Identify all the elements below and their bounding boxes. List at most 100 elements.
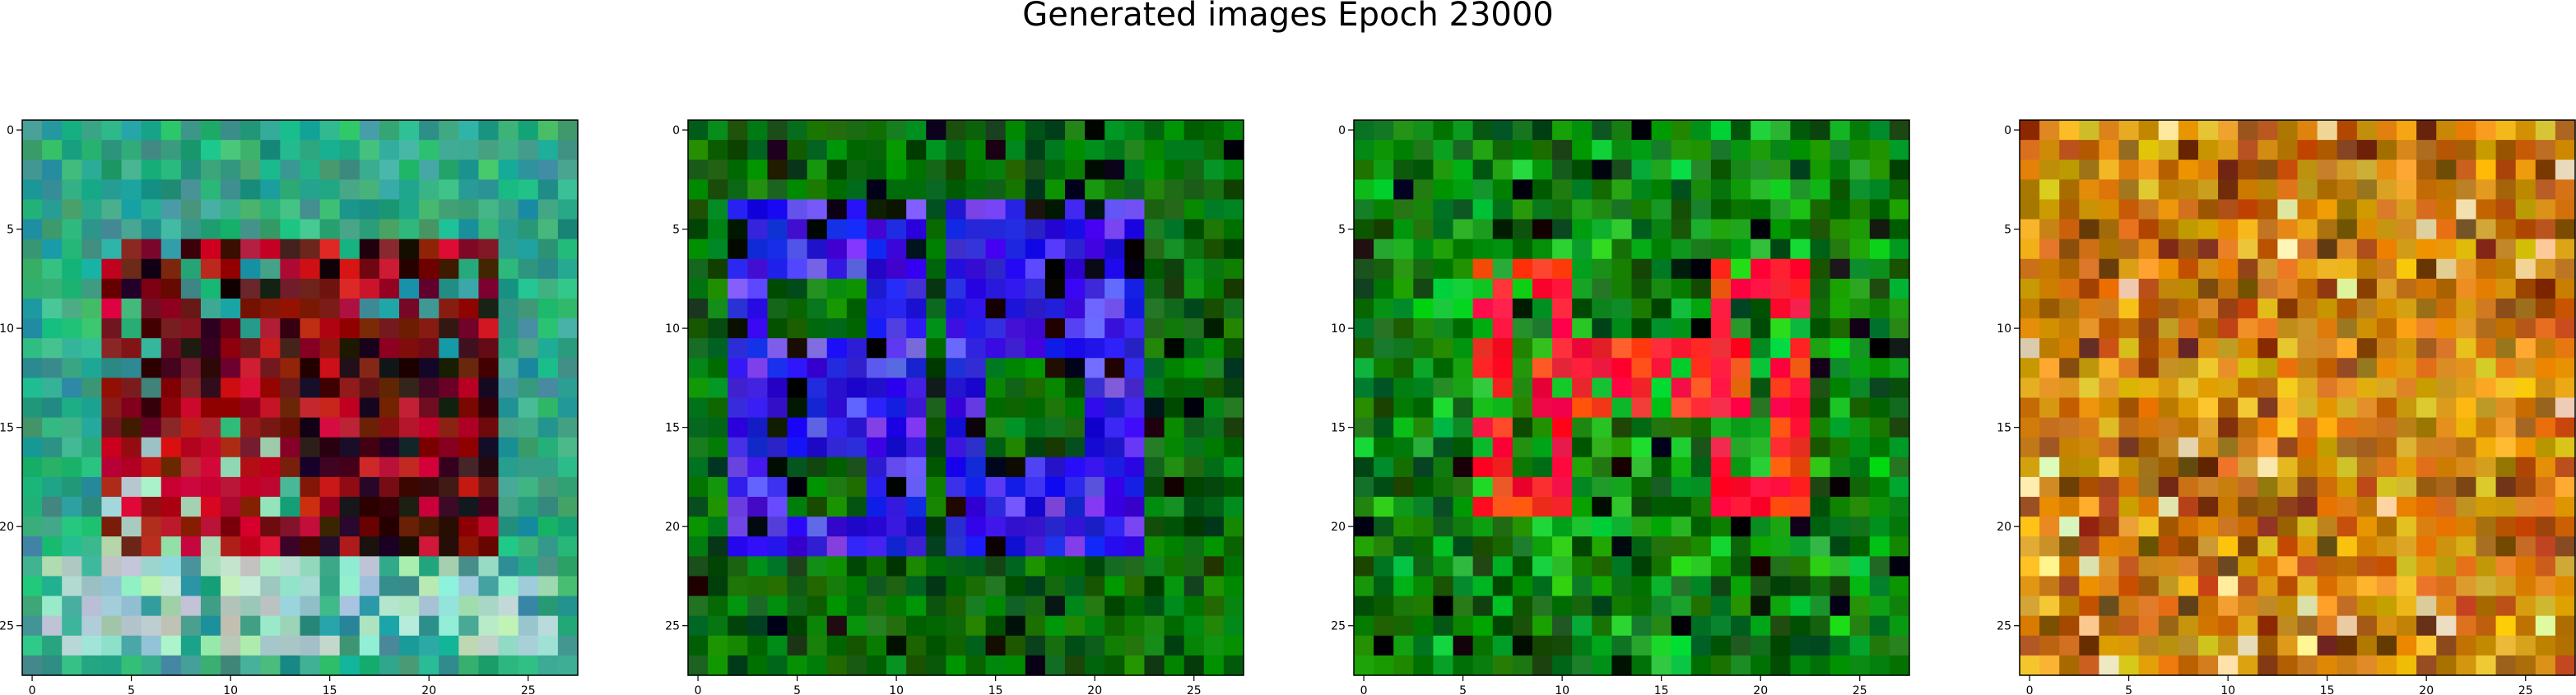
pixel-cell [2238,298,2258,319]
pixel-cell [1065,615,1086,637]
pixel-cell [1751,556,1771,577]
pixel-cell [985,417,1007,438]
pixel-cell [1710,556,1732,577]
pixel-cell [439,358,459,378]
pixel-cell [2099,437,2120,458]
pixel-cell [2555,219,2576,240]
pixel-cell [747,199,769,220]
pixel-cell [807,615,828,637]
pixel-cell [807,595,828,617]
pixel-cell [1413,338,1434,359]
pixel-cell [2079,239,2100,260]
pixel-cell [2397,635,2417,656]
pixel-cell [379,615,400,637]
pixel-cell [2118,635,2140,656]
pixel-cell [1770,140,1791,160]
pixel-cell [1144,298,1165,319]
pixel-cell [81,219,103,240]
pixel-cell [2416,635,2437,656]
pixel-cell [2138,497,2160,517]
pixel-cell [160,318,182,339]
pixel-cell [1453,497,1474,517]
pixel-cell [926,219,946,240]
pixel-cell [1552,199,1573,220]
pixel-cell [2476,160,2497,180]
pixel-cell [946,476,967,498]
pixel-cell [846,576,867,597]
pixel-cell [2436,199,2457,220]
pixel-cell [42,179,63,201]
pixel-cell [439,199,459,220]
pixel-cell [160,120,182,141]
pixel-cell [2317,258,2338,280]
pixel-cell [2218,140,2239,160]
pixel-cell [2039,417,2060,438]
x-tick-label: 25 [1853,684,1867,695]
pixel-cell [537,179,559,201]
pixel-cell [557,576,579,597]
pixel-cell [1393,338,1414,359]
pixel-cell [1751,378,1771,399]
pixel-cell [1552,556,1573,577]
pixel-cell [121,476,142,498]
pixel-cell [81,258,103,280]
pixel-cell [1124,655,1146,676]
pixel-cell [280,358,301,378]
pixel-cell [42,160,63,180]
pixel-cell [2535,298,2556,319]
y-tick-label: 10 [1331,322,1346,336]
pixel-cell [379,239,400,260]
pixel-cell [260,615,281,637]
pixel-cell [2257,476,2278,498]
pixel-cell [1770,417,1791,438]
pixel-cell [121,219,142,240]
pixel-cell [2277,417,2299,438]
pixel-cell [1810,219,1831,240]
pixel-cell [2257,318,2278,339]
pixel-cell [1433,318,1454,339]
pixel-cell [2039,318,2060,339]
pixel-cell [557,497,579,517]
pixel-cell [1044,536,1066,557]
pixel-cell [1830,417,1851,438]
pixel-cell [2535,278,2556,299]
pixel-cell [886,140,907,160]
pixel-cell [2277,437,2299,458]
pixel-cell [787,517,808,537]
pixel-cell [2555,655,2576,676]
pixel-cell [2535,160,2556,180]
pixel-cell [2039,378,2060,399]
pixel-cell [1631,160,1653,180]
pixel-cell [81,318,103,339]
pixel-cell [121,437,142,458]
pixel-cell [1044,278,1066,299]
pixel-cell [2138,358,2160,378]
pixel-cell [985,298,1007,319]
pixel-cell [826,298,848,319]
pixel-cell [1731,397,1751,419]
pixel-cell [1144,556,1165,577]
pixel-cell [359,556,380,577]
pixel-cell [240,615,261,637]
pixel-cell [1631,258,1653,280]
pixel-cell [2356,258,2378,280]
pixel-cell [399,378,420,399]
pixel-cell [2099,378,2120,399]
pixel-cell [180,456,202,478]
pixel-cell [2555,298,2576,319]
pixel-cell [2376,437,2397,458]
pixel-cell [1690,219,1712,240]
pixel-cell [1044,497,1066,517]
pixel-cell [2238,278,2258,299]
pixel-cell [1611,278,1633,299]
pixel-cell [2337,556,2358,577]
pixel-cell [1552,576,1573,597]
pixel-cell [1223,615,1244,637]
pixel-cell [1144,417,1165,438]
pixel-cell [2555,476,2576,498]
pixel-cell [846,556,867,577]
pixel-cell [1223,397,1244,419]
pixel-cell [2495,536,2517,557]
pixel-cell [141,140,162,160]
pixel-cell [240,179,261,201]
